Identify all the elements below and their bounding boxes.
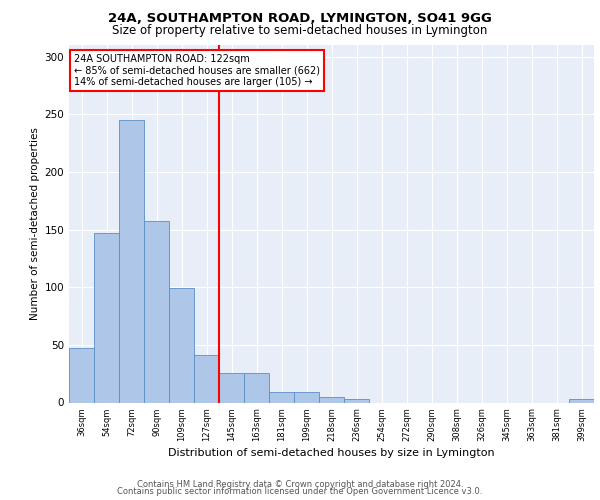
Bar [344, 399, 369, 402]
Bar [69, 348, 94, 403]
Bar [94, 233, 119, 402]
Bar [144, 222, 169, 402]
Text: 24A, SOUTHAMPTON ROAD, LYMINGTON, SO41 9GG: 24A, SOUTHAMPTON ROAD, LYMINGTON, SO41 9… [108, 12, 492, 26]
Bar [319, 396, 344, 402]
Y-axis label: Number of semi-detached properties: Number of semi-detached properties [30, 128, 40, 320]
Text: 24A SOUTHAMPTON ROAD: 122sqm
← 85% of semi-detached houses are smaller (662)
14%: 24A SOUTHAMPTON ROAD: 122sqm ← 85% of se… [74, 54, 320, 87]
X-axis label: Distribution of semi-detached houses by size in Lymington: Distribution of semi-detached houses by … [168, 448, 495, 458]
Bar [219, 372, 244, 402]
Bar [269, 392, 294, 402]
Text: Size of property relative to semi-detached houses in Lymington: Size of property relative to semi-detach… [112, 24, 488, 37]
Bar [194, 355, 219, 403]
Text: Contains public sector information licensed under the Open Government Licence v3: Contains public sector information licen… [118, 488, 482, 496]
Bar [294, 392, 319, 402]
Text: Contains HM Land Registry data © Crown copyright and database right 2024.: Contains HM Land Registry data © Crown c… [137, 480, 463, 489]
Bar [119, 120, 144, 403]
Bar [169, 288, 194, 403]
Bar [569, 399, 594, 402]
Bar [244, 372, 269, 402]
